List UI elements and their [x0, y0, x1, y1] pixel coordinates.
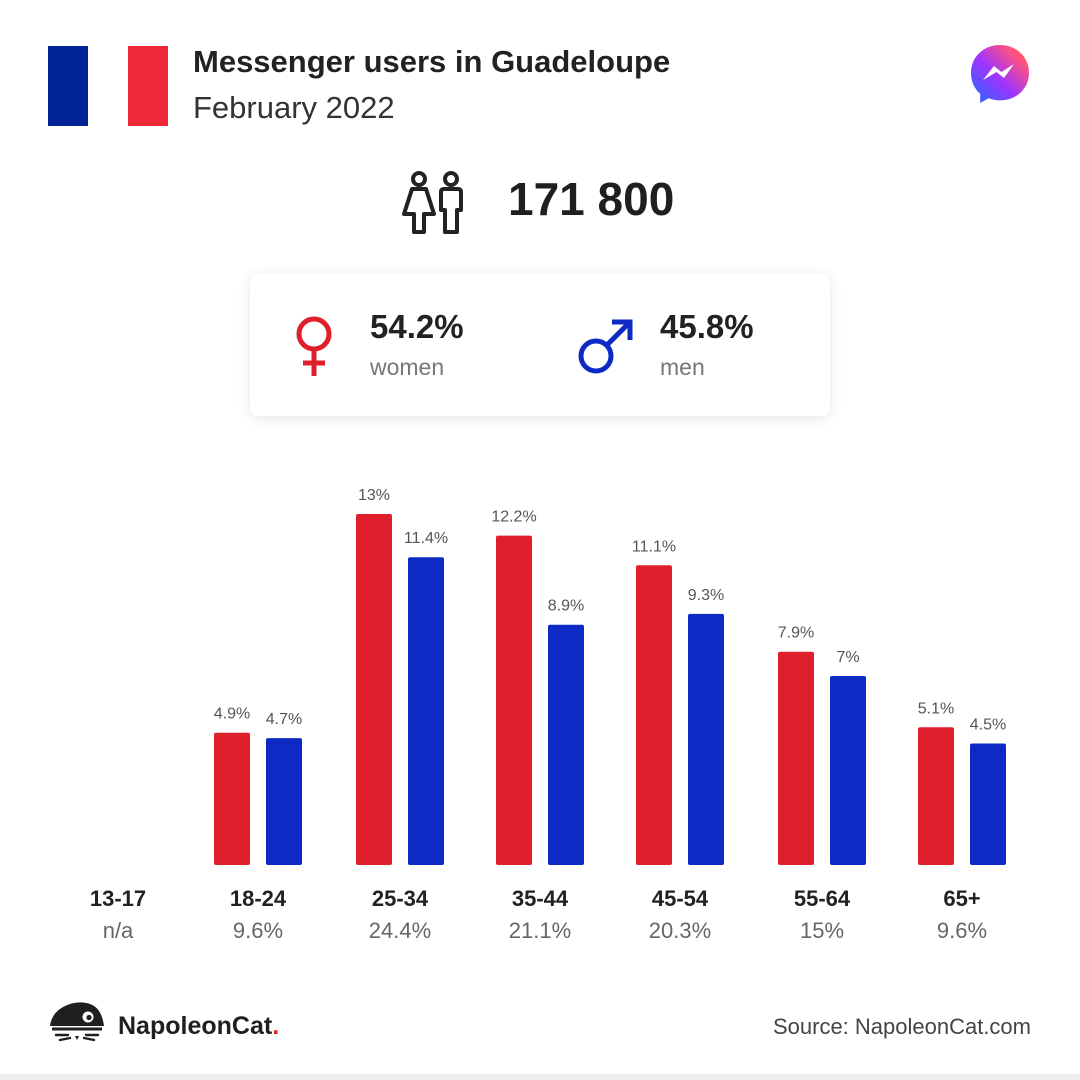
- category-label-65+: 65+: [943, 886, 980, 911]
- people-icon: [402, 171, 463, 234]
- data-label-women-45-54: 11.1%: [632, 538, 676, 555]
- men-percentage: 45.8%: [660, 308, 754, 345]
- bottom-divider: [0, 1074, 1080, 1080]
- category-share-55-64: 15%: [800, 918, 844, 943]
- bar-men-55-64: [830, 676, 866, 865]
- bar-men-45-54: [688, 613, 724, 865]
- data-label-men-35-44: 8.9%: [548, 598, 584, 615]
- bar-men-18-24: [266, 738, 302, 865]
- bar-women-25-34: [356, 514, 392, 865]
- data-label-men-65+: 4.5%: [970, 717, 1006, 734]
- women-label: women: [370, 354, 445, 380]
- data-label-men-55-64: 7%: [836, 649, 859, 666]
- category-label-45-54: 45-54: [652, 886, 709, 911]
- data-label-men-45-54: 9.3%: [688, 587, 724, 604]
- flag-stripe-white: [88, 46, 128, 126]
- page-subtitle: February 2022: [193, 90, 395, 125]
- bar-men-65+: [970, 743, 1006, 865]
- bar-women-45-54: [636, 565, 672, 865]
- category-share-65+: 9.6%: [937, 918, 987, 943]
- category-label-55-64: 55-64: [794, 886, 851, 911]
- data-label-women-55-64: 7.9%: [778, 625, 814, 642]
- female-icon: [296, 316, 332, 376]
- age-gender-bar-chart: 13-17 n/a 4.9% 4.7% 18-24 9.6% 13% 11.4% 25-34 24…: [90, 487, 1006, 943]
- category-label-18-24: 18-24: [230, 886, 287, 911]
- male-icon: [578, 319, 633, 374]
- data-label-women-65+: 5.1%: [918, 700, 954, 717]
- category-share-35-44: 21.1%: [509, 918, 571, 943]
- total-users-value: 171 800: [508, 173, 675, 225]
- flag-stripe-blue: [48, 46, 88, 126]
- napoleoncat-logo-text: NapoleonCat.: [118, 1012, 279, 1041]
- messenger-icon: [971, 45, 1029, 103]
- category-share-45-54: 20.3%: [649, 918, 711, 943]
- napoleoncat-icon: [50, 1002, 104, 1042]
- bar-women-65+: [918, 727, 954, 865]
- logo-dot: .: [272, 1012, 280, 1040]
- flag-stripe-red: [128, 46, 168, 126]
- data-label-women-25-34: 13%: [358, 487, 390, 504]
- category-share-13-17: n/a: [103, 918, 134, 943]
- category-label-25-34: 25-34: [372, 886, 429, 911]
- bar-men-25-34: [408, 557, 444, 865]
- flag-france: [48, 46, 168, 126]
- men-label: men: [660, 354, 705, 380]
- category-label-13-17: 13-17: [90, 886, 146, 911]
- page-title: Messenger users in Guadeloupe: [193, 44, 671, 79]
- logo-wordmark: NapoleonCat: [118, 1012, 273, 1040]
- data-label-women-18-24: 4.9%: [214, 706, 250, 723]
- bar-women-55-64: [778, 651, 814, 865]
- data-label-men-18-24: 4.7%: [266, 711, 302, 728]
- data-label-women-35-44: 12.2%: [491, 509, 536, 526]
- source-credit: Source: NapoleonCat.com: [772, 1014, 1031, 1039]
- data-label-men-25-34: 11.4%: [404, 530, 448, 547]
- bar-men-35-44: [548, 624, 584, 865]
- category-label-35-44: 35-44: [512, 886, 569, 911]
- bar-women-18-24: [214, 732, 250, 865]
- women-percentage: 54.2%: [370, 308, 464, 345]
- category-share-18-24: 9.6%: [233, 918, 283, 943]
- category-share-25-34: 24.4%: [369, 918, 431, 943]
- gender-split-card: 54.2% women 45.8% men: [250, 274, 830, 416]
- bar-women-35-44: [496, 535, 532, 865]
